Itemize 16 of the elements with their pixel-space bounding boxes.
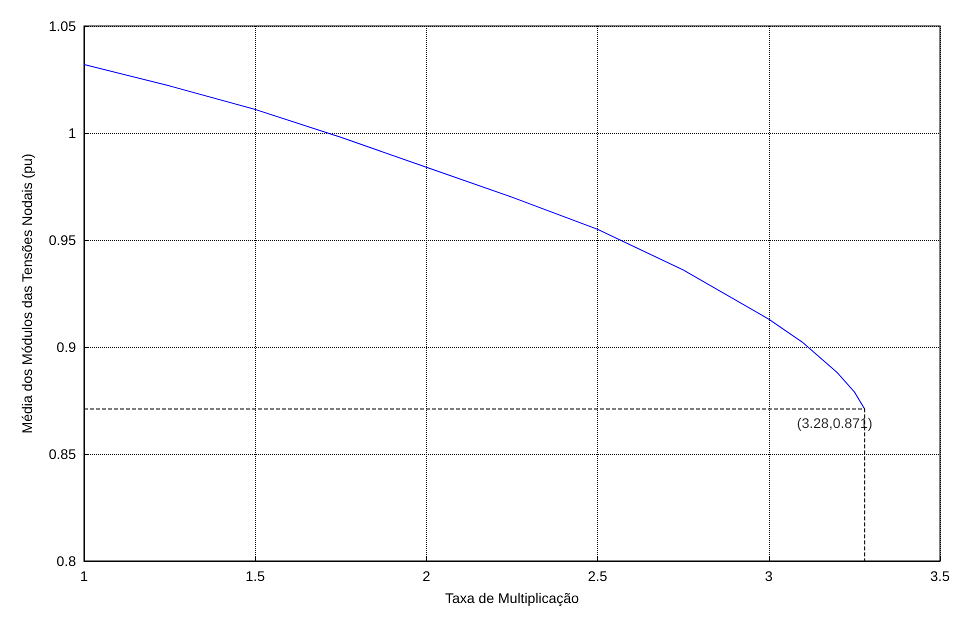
line-series: [84, 64, 866, 410]
annotation: (3.28,0.871): [796, 415, 872, 432]
x-tick-label: 1.5: [245, 568, 266, 584]
y-tick-label: 0.9: [56, 339, 76, 355]
x-axis-title: Taxa de Multiplicação: [445, 590, 580, 606]
y-tick-label: 0.95: [48, 232, 76, 248]
x-tick-label: 3.5: [930, 568, 950, 584]
x-tick-label: 3: [764, 568, 773, 584]
y-tick-label: 1: [68, 125, 76, 141]
y-axis-title: Média dos Módulos das Tensões Nodais (pu): [19, 154, 35, 434]
x-tick-label: 2: [422, 568, 430, 584]
y-tick-label: 0.8: [56, 553, 76, 569]
x-tick-label: 1: [80, 568, 88, 584]
y-tick-label: 1.05: [48, 18, 76, 34]
x-tick-label: 2.5: [588, 568, 608, 584]
y-tick-label: 0.85: [48, 446, 76, 462]
